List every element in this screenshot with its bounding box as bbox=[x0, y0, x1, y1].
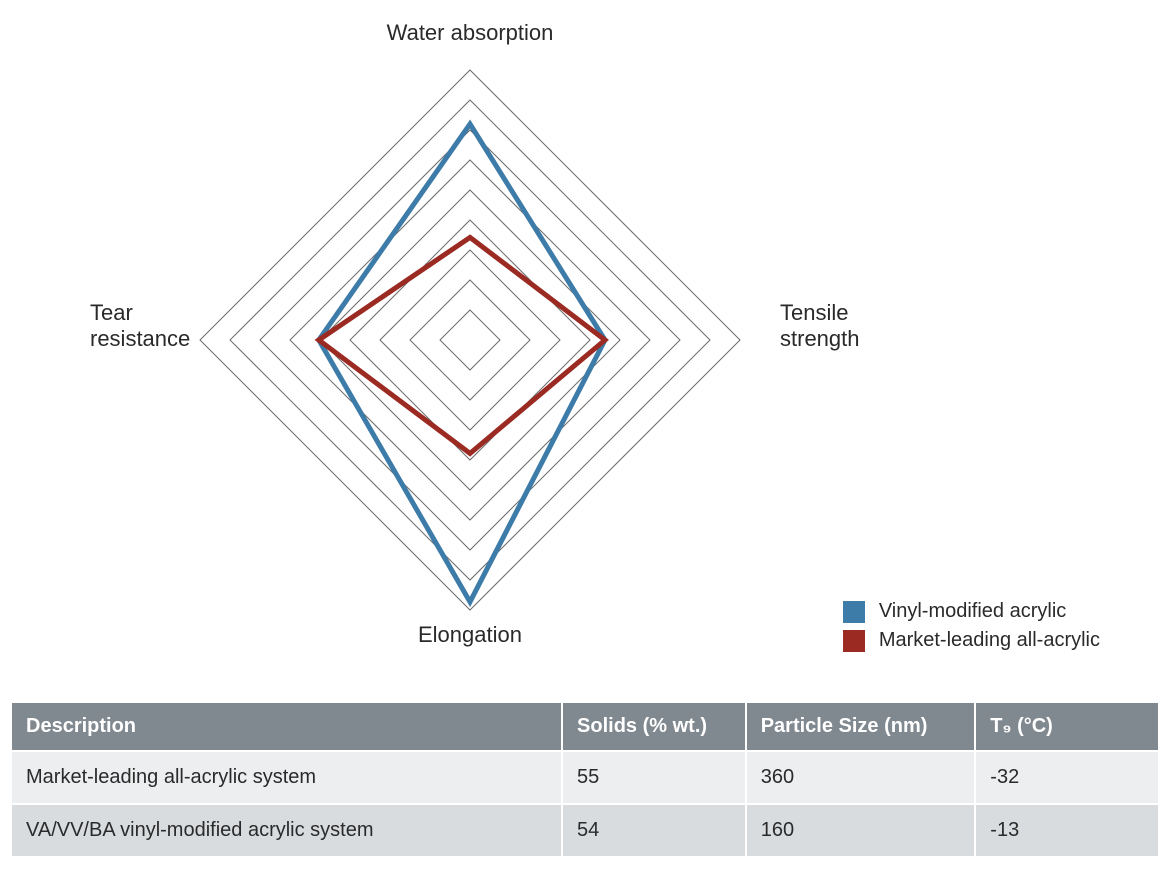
table-body: Market-leading all-acrylic system 55 360… bbox=[11, 751, 1159, 857]
axis-label-right-line1: Tensile bbox=[780, 300, 848, 325]
axis-label-top: Water absorption bbox=[370, 20, 570, 46]
page-root: Water absorption Tensile strength Elonga… bbox=[0, 0, 1170, 878]
legend-swatch-1 bbox=[843, 630, 865, 652]
axis-label-left: Tear resistance bbox=[90, 300, 230, 353]
cell-0-0: Market-leading all-acrylic system bbox=[11, 751, 562, 804]
axis-label-left-line1: Tear bbox=[90, 300, 133, 325]
legend: Vinyl-modified acrylic Market-leading al… bbox=[843, 600, 1100, 658]
col-header-1: Solids (% wt.) bbox=[562, 702, 746, 751]
legend-swatch-0 bbox=[843, 601, 865, 623]
axis-label-left-line2: resistance bbox=[90, 326, 190, 351]
cell-1-1: 54 bbox=[562, 804, 746, 857]
axis-label-right: Tensile strength bbox=[780, 300, 940, 353]
col-header-3: T₉ (°C) bbox=[975, 702, 1159, 751]
radar-chart-container: Water absorption Tensile strength Elonga… bbox=[0, 0, 1170, 700]
legend-item-0: Vinyl-modified acrylic bbox=[843, 600, 1100, 623]
table-head: Description Solids (% wt.) Particle Size… bbox=[11, 702, 1159, 751]
col-header-0: Description bbox=[11, 702, 562, 751]
col-header-2: Particle Size (nm) bbox=[746, 702, 976, 751]
legend-item-1: Market-leading all-acrylic bbox=[843, 629, 1100, 652]
table-header-row: Description Solids (% wt.) Particle Size… bbox=[11, 702, 1159, 751]
data-table: Description Solids (% wt.) Particle Size… bbox=[10, 701, 1160, 858]
axis-label-right-line2: strength bbox=[780, 326, 860, 351]
cell-0-3: -32 bbox=[975, 751, 1159, 804]
legend-label-1: Market-leading all-acrylic bbox=[879, 629, 1100, 652]
cell-0-1: 55 bbox=[562, 751, 746, 804]
cell-1-3: -13 bbox=[975, 804, 1159, 857]
table-row: Market-leading all-acrylic system 55 360… bbox=[11, 751, 1159, 804]
legend-label-0: Vinyl-modified acrylic bbox=[879, 600, 1066, 623]
cell-1-2: 160 bbox=[746, 804, 976, 857]
cell-1-0: VA/VV/BA vinyl-modified acrylic system bbox=[11, 804, 562, 857]
table-row: VA/VV/BA vinyl-modified acrylic system 5… bbox=[11, 804, 1159, 857]
cell-0-2: 360 bbox=[746, 751, 976, 804]
axis-label-bottom: Elongation bbox=[370, 622, 570, 648]
